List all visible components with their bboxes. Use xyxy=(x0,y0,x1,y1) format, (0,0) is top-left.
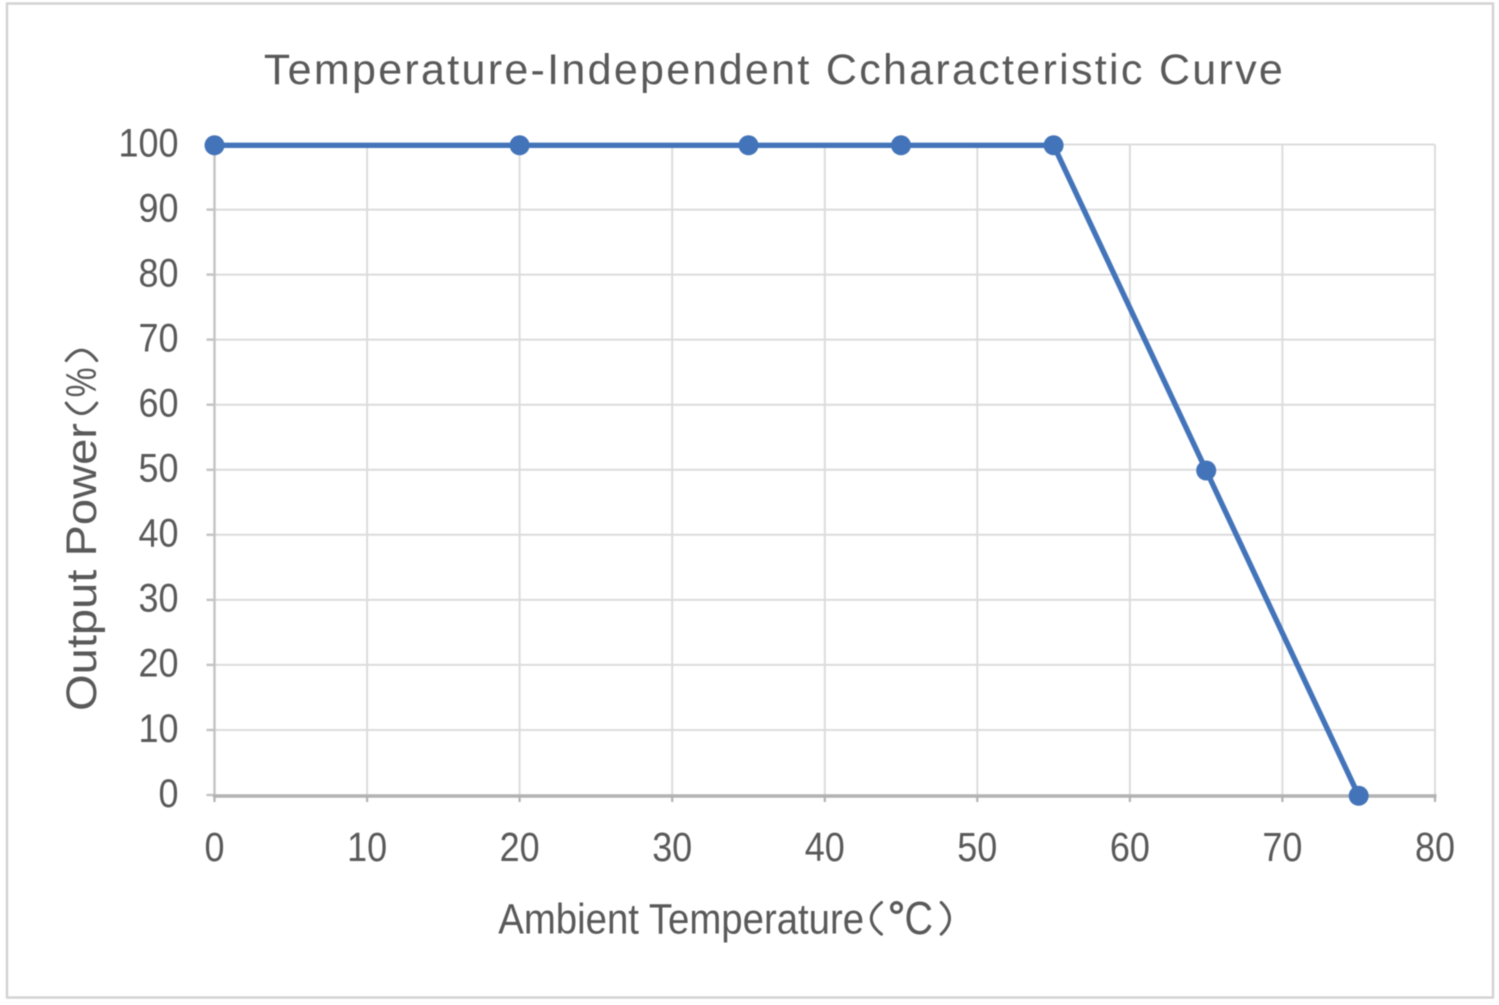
svg-text:%: % xyxy=(58,367,106,397)
svg-text:20: 20 xyxy=(500,824,540,870)
svg-text:30: 30 xyxy=(139,577,179,621)
svg-text:10: 10 xyxy=(347,824,387,870)
svg-text:0: 0 xyxy=(159,772,179,816)
svg-text:C: C xyxy=(905,892,934,944)
svg-text:90: 90 xyxy=(139,186,179,230)
svg-text:0: 0 xyxy=(205,824,225,870)
svg-text:40: 40 xyxy=(805,824,845,870)
svg-text:50: 50 xyxy=(139,447,179,491)
svg-text:Output Power: Output Power xyxy=(58,423,106,711)
svg-text:70: 70 xyxy=(1262,824,1302,870)
svg-text:10: 10 xyxy=(139,707,179,751)
svg-text:60: 60 xyxy=(139,382,179,426)
svg-text:80: 80 xyxy=(1415,824,1455,870)
svg-text:20: 20 xyxy=(139,642,179,686)
svg-text:100: 100 xyxy=(119,121,179,165)
svg-text:30: 30 xyxy=(652,824,692,870)
svg-text:Temperature-Independent Cchara: Temperature-Independent Ccharacteristic … xyxy=(264,46,1285,94)
svg-text:40: 40 xyxy=(139,512,179,556)
svg-text:80: 80 xyxy=(139,251,179,295)
svg-text:60: 60 xyxy=(1110,824,1150,870)
svg-text:70: 70 xyxy=(139,316,179,360)
svg-text:Ambient Temperature: Ambient Temperature xyxy=(498,895,864,943)
svg-text:50: 50 xyxy=(957,824,997,870)
